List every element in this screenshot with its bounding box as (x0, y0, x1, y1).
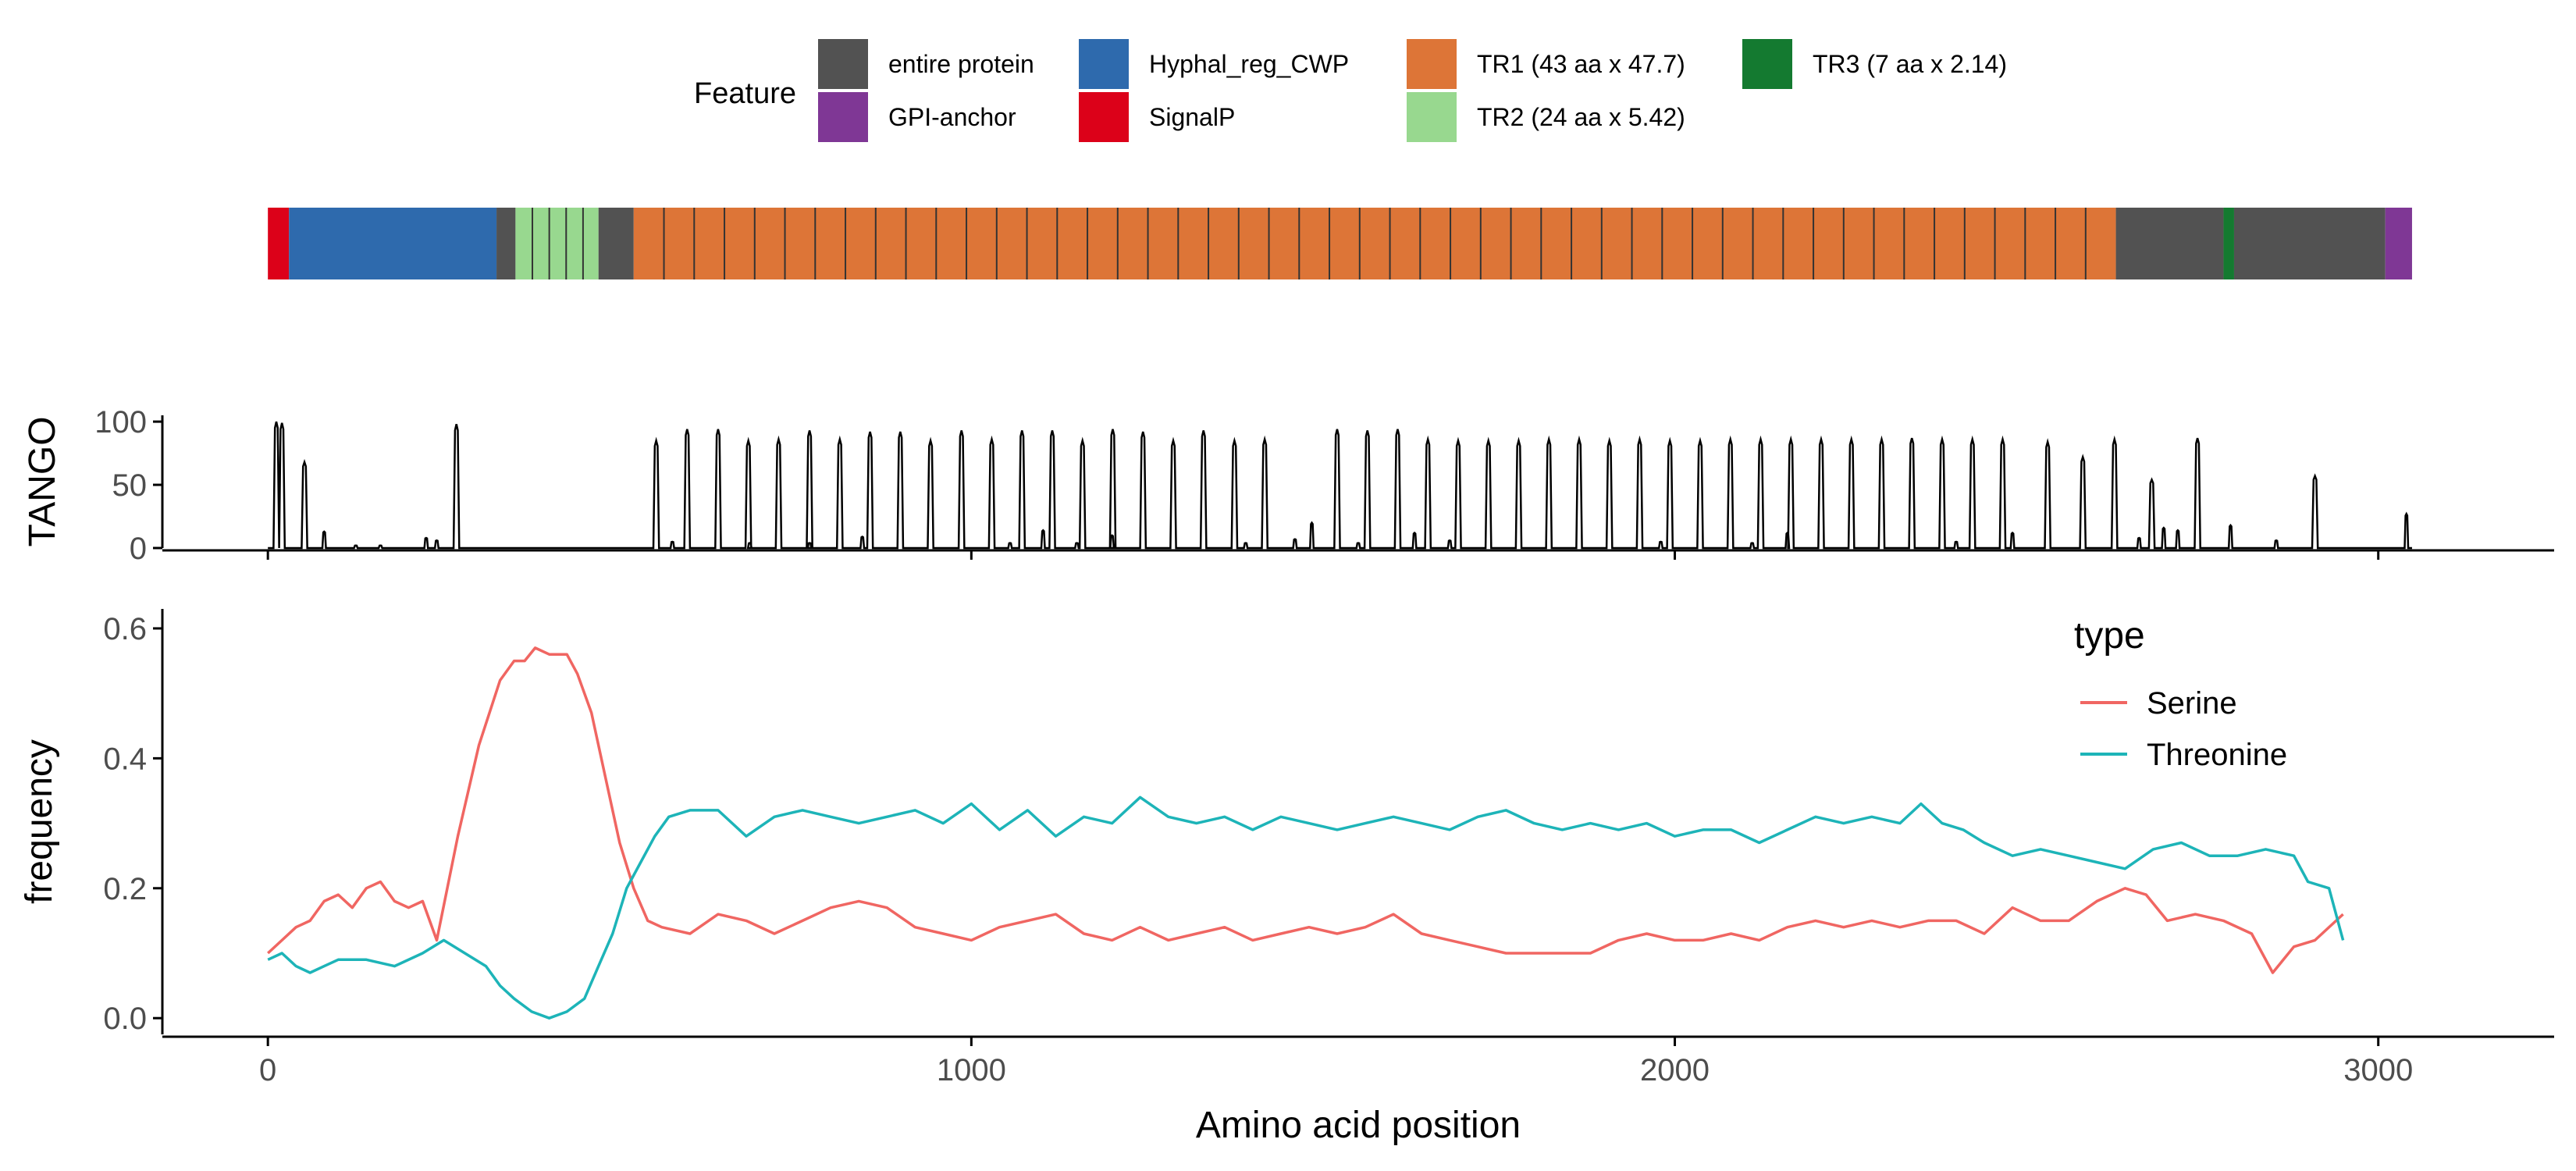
feature-segment (496, 208, 516, 279)
legend-label: TR3 (7 aa x 2.14) (1813, 50, 2007, 78)
y-tick-label: 0 (130, 532, 147, 566)
x-tick-label: 2000 (1640, 1053, 1710, 1087)
feature-segment (2385, 208, 2412, 279)
legend-item: GPI-anchor (818, 92, 1016, 142)
legend-item: Hyphal_reg_CWP (1079, 39, 1349, 89)
legend-swatch (1407, 39, 1457, 89)
feature-legend: Feature entire protein GPI-anchor Hyphal_r… (694, 39, 2007, 142)
feature-segment (2223, 208, 2234, 279)
legend-item: TR3 (7 aa x 2.14) (1742, 39, 2007, 89)
tango-panel: 0 50 100 TANGO (22, 405, 2554, 566)
feature-segment (2233, 208, 2386, 279)
legend-swatch (1079, 92, 1129, 142)
legend-label: SignalP (1149, 103, 1235, 131)
threonine-series-line (267, 795, 2345, 1020)
y-tick-label: 0.2 (103, 872, 147, 906)
legend-item: TR1 (43 aa x 47.7) (1407, 39, 1685, 89)
feature-segment (289, 208, 497, 279)
legend-label: TR1 (43 aa x 47.7) (1477, 50, 1685, 78)
feature-segment (633, 208, 2116, 279)
type-legend-title: type (2074, 615, 2145, 657)
type-legend-label: Serine (2147, 686, 2237, 721)
legend-title: Feature (694, 77, 796, 110)
legend-swatch (1742, 39, 1792, 89)
legend-label: Hyphal_reg_CWP (1149, 50, 1349, 78)
legend-label: GPI-anchor (888, 103, 1016, 131)
y-tick-label: 50 (112, 468, 148, 503)
y-tick-label: 0.4 (103, 742, 147, 776)
legend-swatch (1079, 39, 1129, 89)
x-axis-label: Amino acid position (1196, 1105, 1521, 1146)
x-tick-label: 3000 (2343, 1053, 2413, 1087)
type-legend-label: Threonine (2147, 738, 2287, 772)
y-tick-label: 100 (94, 405, 147, 440)
composition-panel: 0.0 0.2 0.4 0.6 0 1000 2000 3000 frequency typeSe… (19, 609, 2554, 1087)
y-tick-label: 0.6 (103, 612, 147, 646)
feature-segment (268, 208, 290, 279)
legend-item: TR2 (24 aa x 5.42) (1407, 92, 1685, 142)
legend-item: entire protein (818, 39, 1034, 89)
feature-segment (515, 208, 599, 279)
legend-swatch (818, 92, 868, 142)
feature-segment (2115, 208, 2224, 279)
legend-swatch (818, 39, 868, 89)
x-tick-label: 1000 (937, 1053, 1006, 1087)
feature-track (268, 208, 2412, 279)
tango-series-line (268, 421, 2412, 550)
legend-label: TR2 (24 aa x 5.42) (1477, 103, 1685, 131)
feature-segment (598, 208, 634, 279)
y-tick-label: 0.0 (103, 1002, 147, 1036)
frequency-y-label: frequency (19, 739, 60, 904)
x-tick-label: 0 (259, 1053, 276, 1087)
serine-series-line (267, 646, 2344, 974)
tango-y-label: TANGO (22, 416, 63, 546)
legend-label: entire protein (888, 50, 1034, 78)
legend-swatch (1407, 92, 1457, 142)
legend-item: SignalP (1079, 92, 1235, 142)
